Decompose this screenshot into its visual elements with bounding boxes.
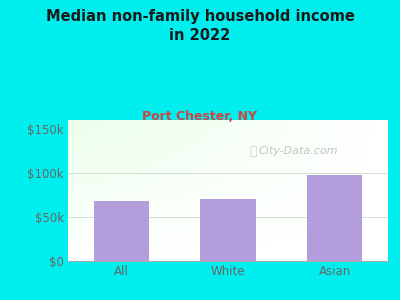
Text: Median non-family household income
in 2022: Median non-family household income in 20… [46, 9, 354, 43]
Text: City-Data.com: City-Data.com [259, 146, 338, 156]
Text: ⓘ: ⓘ [250, 145, 257, 158]
Bar [94, 201, 149, 261]
Bar [307, 175, 362, 261]
Bar [200, 199, 256, 261]
Text: Port Chester, NY: Port Chester, NY [142, 110, 258, 122]
